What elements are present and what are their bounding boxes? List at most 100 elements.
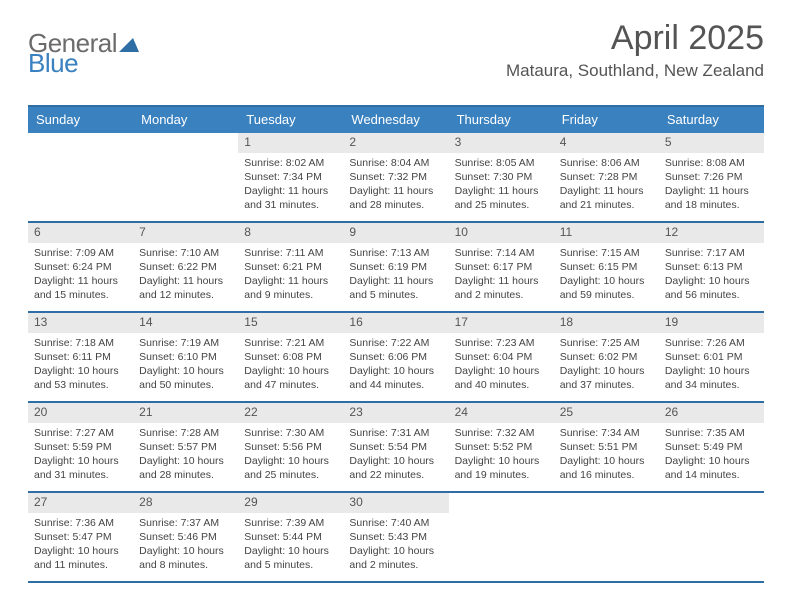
daylight-text: Daylight: 11 hours and 15 minutes.	[34, 274, 127, 302]
day-number: 22	[238, 403, 343, 422]
day-cell: 21Sunrise: 7:28 AMSunset: 5:57 PMDayligh…	[133, 403, 238, 491]
day-body: Sunrise: 8:05 AMSunset: 7:30 PMDaylight:…	[449, 153, 554, 217]
sunset-text: Sunset: 7:30 PM	[455, 170, 548, 184]
day-number: 10	[449, 223, 554, 242]
day-number: 8	[238, 223, 343, 242]
day-number: 14	[133, 313, 238, 332]
sunset-text: Sunset: 6:01 PM	[665, 350, 758, 364]
sunrise-text: Sunrise: 8:08 AM	[665, 156, 758, 170]
daylight-text: Daylight: 10 hours and 37 minutes.	[560, 364, 653, 392]
daylight-text: Daylight: 10 hours and 11 minutes.	[34, 544, 127, 572]
day-cell: 16Sunrise: 7:22 AMSunset: 6:06 PMDayligh…	[343, 313, 448, 401]
day-body: Sunrise: 7:15 AMSunset: 6:15 PMDaylight:…	[554, 243, 659, 307]
sunset-text: Sunset: 7:32 PM	[349, 170, 442, 184]
day-cell: 19Sunrise: 7:26 AMSunset: 6:01 PMDayligh…	[659, 313, 764, 401]
sunrise-text: Sunrise: 7:14 AM	[455, 246, 548, 260]
day-body: Sunrise: 7:11 AMSunset: 6:21 PMDaylight:…	[238, 243, 343, 307]
day-cell: 18Sunrise: 7:25 AMSunset: 6:02 PMDayligh…	[554, 313, 659, 401]
daylight-text: Daylight: 10 hours and 44 minutes.	[349, 364, 442, 392]
daylight-text: Daylight: 11 hours and 28 minutes.	[349, 184, 442, 212]
day-number: 27	[28, 493, 133, 512]
day-number: 16	[343, 313, 448, 332]
day-body: Sunrise: 7:32 AMSunset: 5:52 PMDaylight:…	[449, 423, 554, 487]
sunset-text: Sunset: 6:17 PM	[455, 260, 548, 274]
day-cell: 14Sunrise: 7:19 AMSunset: 6:10 PMDayligh…	[133, 313, 238, 401]
day-number: 1	[238, 133, 343, 152]
sunset-text: Sunset: 5:47 PM	[34, 530, 127, 544]
sunrise-text: Sunrise: 8:06 AM	[560, 156, 653, 170]
day-number: 19	[659, 313, 764, 332]
sunrise-text: Sunrise: 7:25 AM	[560, 336, 653, 350]
daylight-text: Daylight: 11 hours and 12 minutes.	[139, 274, 232, 302]
sunset-text: Sunset: 5:51 PM	[560, 440, 653, 454]
daylight-text: Daylight: 11 hours and 31 minutes.	[244, 184, 337, 212]
day-number: 7	[133, 223, 238, 242]
sunset-text: Sunset: 6:10 PM	[139, 350, 232, 364]
dow-saturday: Saturday	[659, 107, 764, 133]
day-cell	[133, 133, 238, 221]
sunset-text: Sunset: 5:54 PM	[349, 440, 442, 454]
day-cell: 24Sunrise: 7:32 AMSunset: 5:52 PMDayligh…	[449, 403, 554, 491]
day-cell: 9Sunrise: 7:13 AMSunset: 6:19 PMDaylight…	[343, 223, 448, 311]
day-body: Sunrise: 7:34 AMSunset: 5:51 PMDaylight:…	[554, 423, 659, 487]
day-number: 29	[238, 493, 343, 512]
sunrise-text: Sunrise: 7:37 AM	[139, 516, 232, 530]
daylight-text: Daylight: 10 hours and 53 minutes.	[34, 364, 127, 392]
week-row: 6Sunrise: 7:09 AMSunset: 6:24 PMDaylight…	[28, 223, 764, 313]
day-body: Sunrise: 7:26 AMSunset: 6:01 PMDaylight:…	[659, 333, 764, 397]
day-number: 3	[449, 133, 554, 152]
daylight-text: Daylight: 11 hours and 18 minutes.	[665, 184, 758, 212]
day-number: 12	[659, 223, 764, 242]
logo-triangle-icon	[119, 36, 139, 57]
day-cell: 30Sunrise: 7:40 AMSunset: 5:43 PMDayligh…	[343, 493, 448, 581]
sunrise-text: Sunrise: 7:30 AM	[244, 426, 337, 440]
dow-thursday: Thursday	[449, 107, 554, 133]
day-cell: 29Sunrise: 7:39 AMSunset: 5:44 PMDayligh…	[238, 493, 343, 581]
day-number: 28	[133, 493, 238, 512]
dow-friday: Friday	[554, 107, 659, 133]
day-body: Sunrise: 7:39 AMSunset: 5:44 PMDaylight:…	[238, 513, 343, 577]
day-cell: 13Sunrise: 7:18 AMSunset: 6:11 PMDayligh…	[28, 313, 133, 401]
day-number: 15	[238, 313, 343, 332]
day-body: Sunrise: 7:22 AMSunset: 6:06 PMDaylight:…	[343, 333, 448, 397]
daylight-text: Daylight: 10 hours and 40 minutes.	[455, 364, 548, 392]
daylight-text: Daylight: 11 hours and 2 minutes.	[455, 274, 548, 302]
logo-line2: Blue	[28, 48, 78, 79]
day-number: 17	[449, 313, 554, 332]
sunset-text: Sunset: 6:24 PM	[34, 260, 127, 274]
sunrise-text: Sunrise: 7:13 AM	[349, 246, 442, 260]
sunset-text: Sunset: 6:22 PM	[139, 260, 232, 274]
day-cell: 10 Sunrise: 7:14 AMSunset: 6:17 PMDayligh…	[449, 223, 554, 311]
sunrise-text: Sunrise: 7:15 AM	[560, 246, 653, 260]
sunset-text: Sunset: 5:56 PM	[244, 440, 337, 454]
day-cell: 3Sunrise: 8:05 AMSunset: 7:30 PMDaylight…	[449, 133, 554, 221]
daylight-text: Daylight: 11 hours and 25 minutes.	[455, 184, 548, 212]
day-body: Sunrise: 7:21 AMSunset: 6:08 PMDaylight:…	[238, 333, 343, 397]
sunrise-text: Sunrise: 8:02 AM	[244, 156, 337, 170]
day-body: Sunrise: 7:27 AMSunset: 5:59 PMDaylight:…	[28, 423, 133, 487]
sunset-text: Sunset: 7:26 PM	[665, 170, 758, 184]
sunrise-text: Sunrise: 7:21 AM	[244, 336, 337, 350]
day-number: 2	[343, 133, 448, 152]
sunset-text: Sunset: 6:06 PM	[349, 350, 442, 364]
dow-tuesday: Tuesday	[238, 107, 343, 133]
day-cell	[659, 493, 764, 581]
dow-sunday: Sunday	[28, 107, 133, 133]
sunset-text: Sunset: 5:52 PM	[455, 440, 548, 454]
day-body: Sunrise: 7:25 AMSunset: 6:02 PMDaylight:…	[554, 333, 659, 397]
day-of-week-header: Sunday Monday Tuesday Wednesday Thursday…	[28, 107, 764, 133]
day-body: Sunrise: 7:09 AMSunset: 6:24 PMDaylight:…	[28, 243, 133, 307]
day-cell: 5Sunrise: 8:08 AMSunset: 7:26 PMDaylight…	[659, 133, 764, 221]
calendar-page: { "logo": { "part1": "General", "part2":…	[0, 0, 792, 612]
sunrise-text: Sunrise: 7:10 AM	[139, 246, 232, 260]
day-number: 23	[343, 403, 448, 422]
day-cell: 2Sunrise: 8:04 AMSunset: 7:32 PMDaylight…	[343, 133, 448, 221]
sunrise-text: Sunrise: 7:09 AM	[34, 246, 127, 260]
daylight-text: Daylight: 11 hours and 5 minutes.	[349, 274, 442, 302]
day-body: Sunrise: 7:10 AMSunset: 6:22 PMDaylight:…	[133, 243, 238, 307]
sunset-text: Sunset: 5:44 PM	[244, 530, 337, 544]
week-row: 13Sunrise: 7:18 AMSunset: 6:11 PMDayligh…	[28, 313, 764, 403]
sunset-text: Sunset: 5:57 PM	[139, 440, 232, 454]
day-body: Sunrise: 8:04 AMSunset: 7:32 PMDaylight:…	[343, 153, 448, 217]
daylight-text: Daylight: 11 hours and 21 minutes.	[560, 184, 653, 212]
